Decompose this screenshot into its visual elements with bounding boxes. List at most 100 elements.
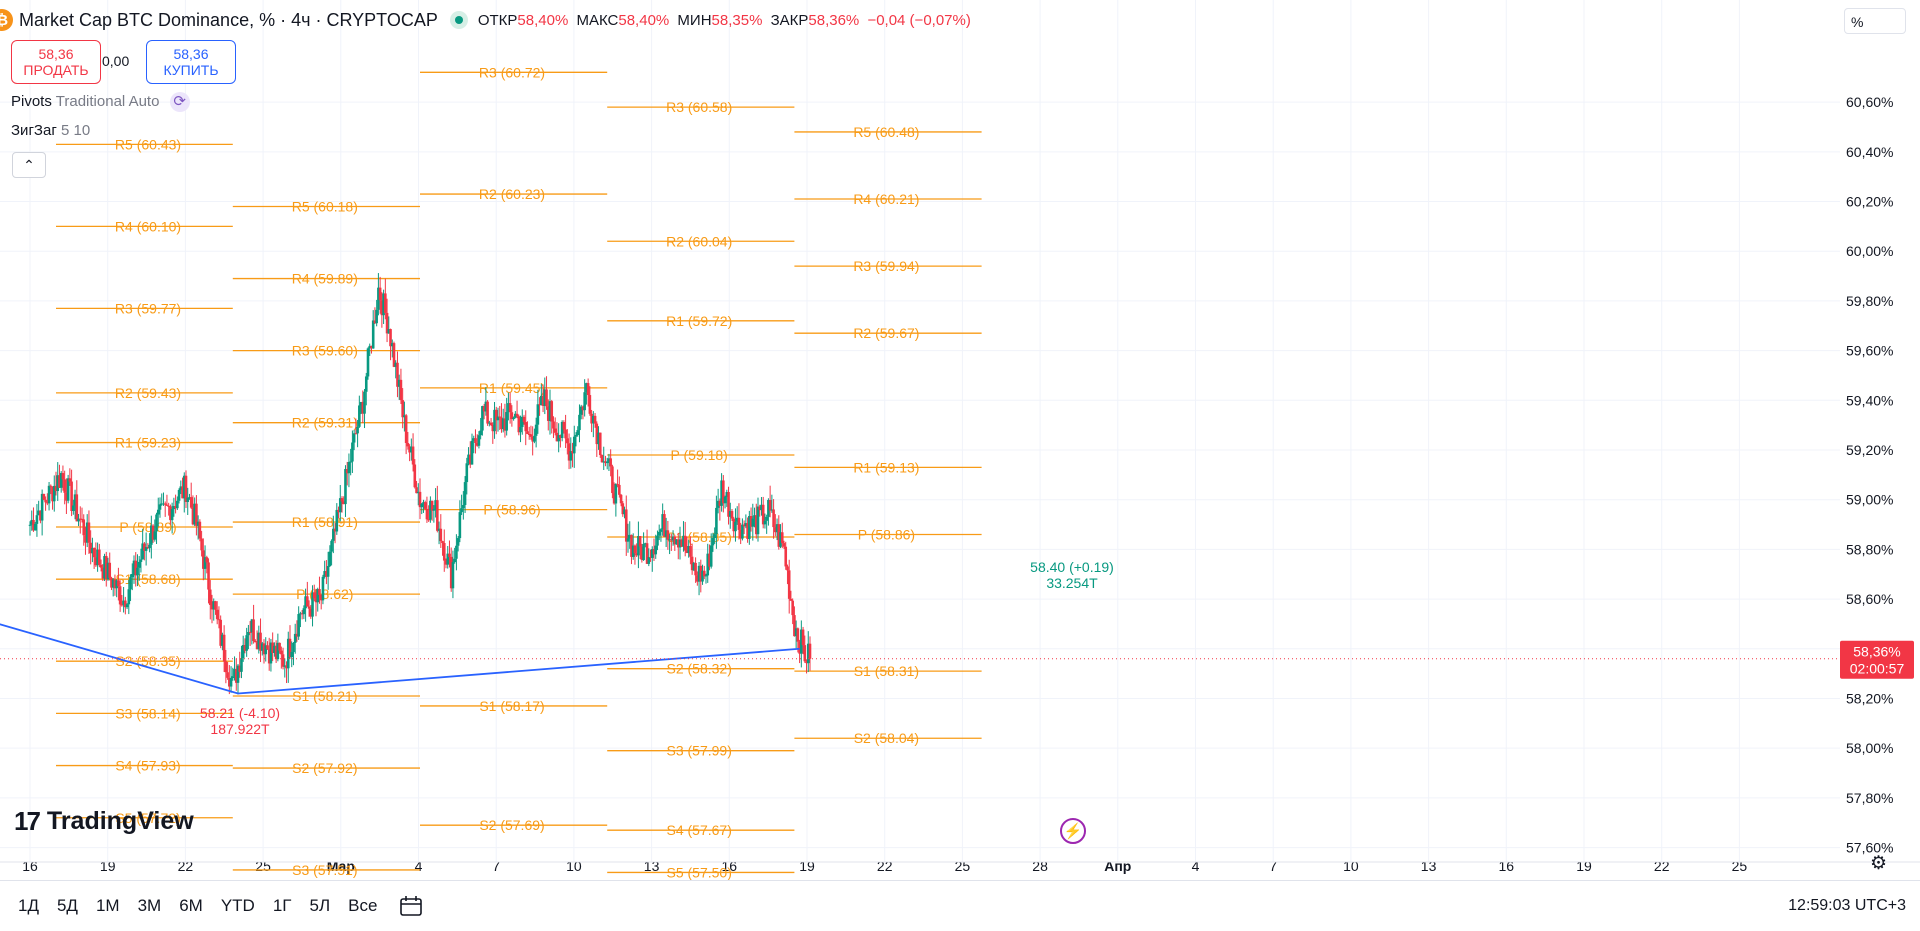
candle-body xyxy=(673,536,677,545)
symbol-title[interactable]: Market Cap BTC Dominance, % · 4ч · CRYPT… xyxy=(19,9,438,30)
candle-body xyxy=(222,634,226,662)
candle-body xyxy=(335,509,339,532)
candle-body xyxy=(758,506,762,511)
candle-body xyxy=(670,539,673,541)
candle-body xyxy=(590,413,593,424)
unit-selector[interactable]: % xyxy=(1844,8,1906,34)
timeframe-6m[interactable]: 6М xyxy=(179,896,203,915)
candle-body xyxy=(203,557,207,569)
timeframe-1d[interactable]: 1Д xyxy=(18,896,39,915)
pivot-level-label: P (58.86) xyxy=(858,526,915,542)
candle-body xyxy=(283,665,287,667)
candle-body xyxy=(566,438,569,444)
candle-body xyxy=(364,376,368,392)
lightning-icon[interactable]: ⚡ xyxy=(1060,818,1086,844)
x-tick-label: 16 xyxy=(22,858,38,874)
candle-body xyxy=(403,415,406,418)
candle-body xyxy=(621,503,625,515)
candle-body xyxy=(560,421,564,439)
candle-body xyxy=(56,475,60,492)
timeframe-all[interactable]: Все xyxy=(348,896,378,915)
candle-body xyxy=(231,676,235,679)
timeframe-5y[interactable]: 5Л xyxy=(309,896,331,915)
candle-body xyxy=(293,633,297,643)
candle-body xyxy=(808,643,812,659)
candle-body xyxy=(439,528,443,542)
calendar-icon[interactable] xyxy=(399,895,425,917)
indicator-pivots[interactable]: Pivots Traditional Auto ⟳ xyxy=(11,92,190,112)
candle-body xyxy=(638,536,642,547)
candle-body xyxy=(130,574,134,578)
spread-value: 0,00 xyxy=(102,53,130,69)
candle-body xyxy=(517,416,521,433)
gear-icon[interactable]: ⚙ xyxy=(1870,853,1888,874)
x-tick-label: 19 xyxy=(1576,858,1592,874)
candle-body xyxy=(571,451,574,454)
candle-body xyxy=(699,565,703,582)
candle-body xyxy=(756,506,760,535)
candle-body xyxy=(663,514,666,537)
candle-body xyxy=(233,668,236,677)
timeframe-3m[interactable]: 3М xyxy=(137,896,162,915)
candle-body xyxy=(697,565,701,582)
candle-body xyxy=(493,409,496,432)
candle-body xyxy=(668,539,671,541)
candle-body xyxy=(177,490,181,501)
candle-body xyxy=(30,519,34,525)
candle-body xyxy=(765,516,768,521)
candle-body xyxy=(113,579,117,589)
candle-body xyxy=(805,661,808,664)
refresh-icon[interactable]: ⟳ xyxy=(169,92,190,112)
bar-countdown: 02:00:57 xyxy=(1850,661,1905,677)
candle-body xyxy=(285,665,288,669)
candle-body xyxy=(92,547,96,558)
candle-body xyxy=(309,608,313,617)
candle-body xyxy=(267,649,271,664)
x-tick-label: 28 xyxy=(1032,858,1048,874)
candle-body xyxy=(488,422,491,424)
candle-body xyxy=(172,506,176,510)
timeframe-1m[interactable]: 1М xyxy=(95,896,120,915)
pivot-level-label: S4 (57.93) xyxy=(115,758,180,774)
pivot-level-label: S1 (58.68) xyxy=(115,571,180,587)
candle-body xyxy=(117,580,120,587)
candle-body xyxy=(153,531,157,540)
last-price-badge xyxy=(1840,640,1914,679)
candle-body xyxy=(597,432,600,445)
zigzag-volume-high: 33.254T xyxy=(1046,575,1098,591)
pivot-level-label: R4 (60.10) xyxy=(115,218,181,234)
sell-button[interactable]: 58,36 ПРОДАТЬ xyxy=(11,40,101,84)
candle-body xyxy=(311,592,314,617)
candle-body xyxy=(515,413,519,417)
timeframe-1y[interactable]: 1Г xyxy=(272,896,292,915)
candle-body xyxy=(578,414,581,431)
candle-body xyxy=(675,539,678,545)
candle-body xyxy=(132,560,136,575)
timeframe-ytd[interactable]: YTD xyxy=(220,896,255,915)
market-status-icon[interactable] xyxy=(449,11,468,29)
candle-body xyxy=(514,413,517,418)
indicator-zigzag[interactable]: ЗигЗаг 5 10 xyxy=(11,122,91,139)
x-tick-label: 22 xyxy=(178,858,194,874)
candle-body xyxy=(411,446,415,465)
candle-body xyxy=(482,406,486,412)
timeframe-5d[interactable]: 5Д xyxy=(56,896,78,915)
candle-body xyxy=(189,497,193,508)
x-tick-label: 19 xyxy=(799,858,815,874)
buy-button[interactable]: 58,36 КУПИТЬ xyxy=(146,40,236,84)
candle-body xyxy=(89,542,92,554)
collapse-indicators-button[interactable]: ⌃ xyxy=(12,152,46,178)
candle-body xyxy=(273,645,276,653)
candle-body xyxy=(122,600,125,605)
candle-body xyxy=(552,421,555,429)
candle-body xyxy=(44,499,47,503)
pivot-level-label: P (59.18) xyxy=(671,447,728,463)
candle-body xyxy=(730,511,734,519)
candle-body xyxy=(321,576,325,601)
candle-body xyxy=(616,483,619,485)
candle-body xyxy=(196,521,200,526)
candle-body xyxy=(389,329,392,347)
candle-body xyxy=(91,547,94,554)
candle-body xyxy=(760,504,763,511)
